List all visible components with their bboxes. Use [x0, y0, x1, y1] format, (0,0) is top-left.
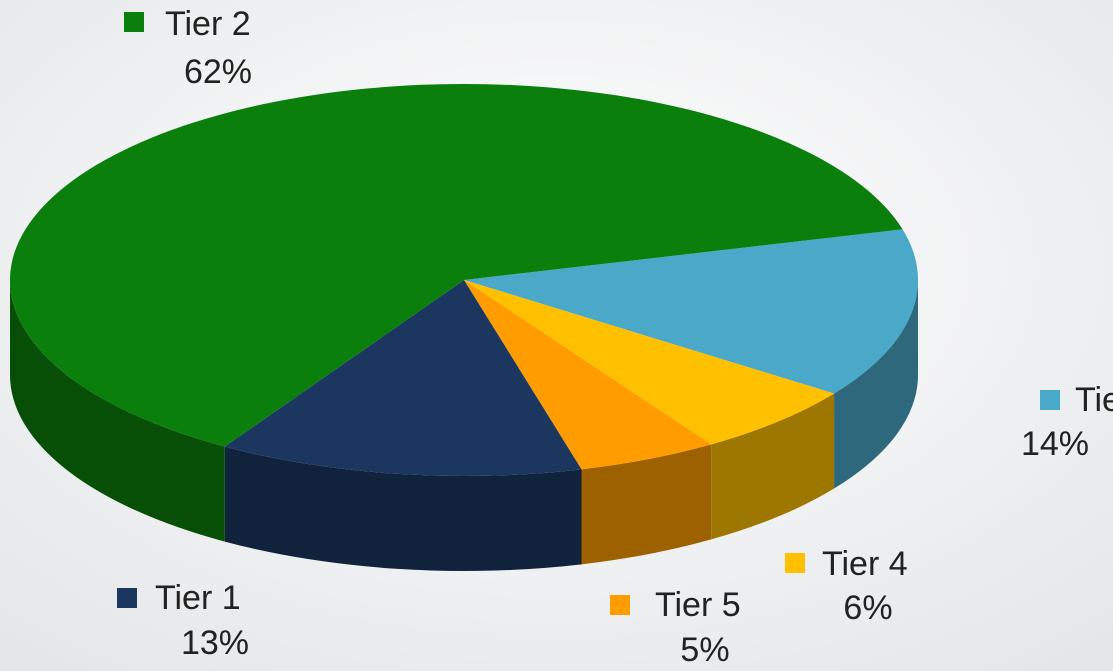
legend-swatch — [610, 595, 630, 615]
slice-name: Tier 5 — [655, 586, 741, 624]
slice-value-label: 6% — [843, 589, 892, 627]
slice-side — [834, 280, 918, 489]
slice-side — [224, 446, 582, 571]
slice-side — [10, 280, 225, 542]
slice-side — [711, 393, 835, 540]
slice-value-label: 62% — [184, 53, 252, 91]
legend-swatch — [117, 588, 137, 608]
legend-swatch — [1040, 390, 1060, 410]
slice-name: Tier 1 — [155, 579, 241, 617]
slice — [464, 280, 712, 470]
slice-value-label: 13% — [181, 624, 249, 662]
legend-swatch — [785, 553, 805, 573]
slice-name: Tier 4 — [822, 545, 908, 583]
slice-value-label: 5% — [680, 631, 729, 669]
slice-side — [581, 444, 712, 565]
slice — [464, 229, 918, 394]
slice-name: Tier 3 — [1075, 381, 1113, 419]
slice-name: Tier 2 — [165, 5, 251, 43]
slice-value-label: 14% — [1021, 425, 1089, 463]
legend-swatch — [124, 12, 144, 32]
slice — [464, 280, 835, 445]
slice — [10, 83, 903, 447]
slice — [224, 280, 582, 477]
